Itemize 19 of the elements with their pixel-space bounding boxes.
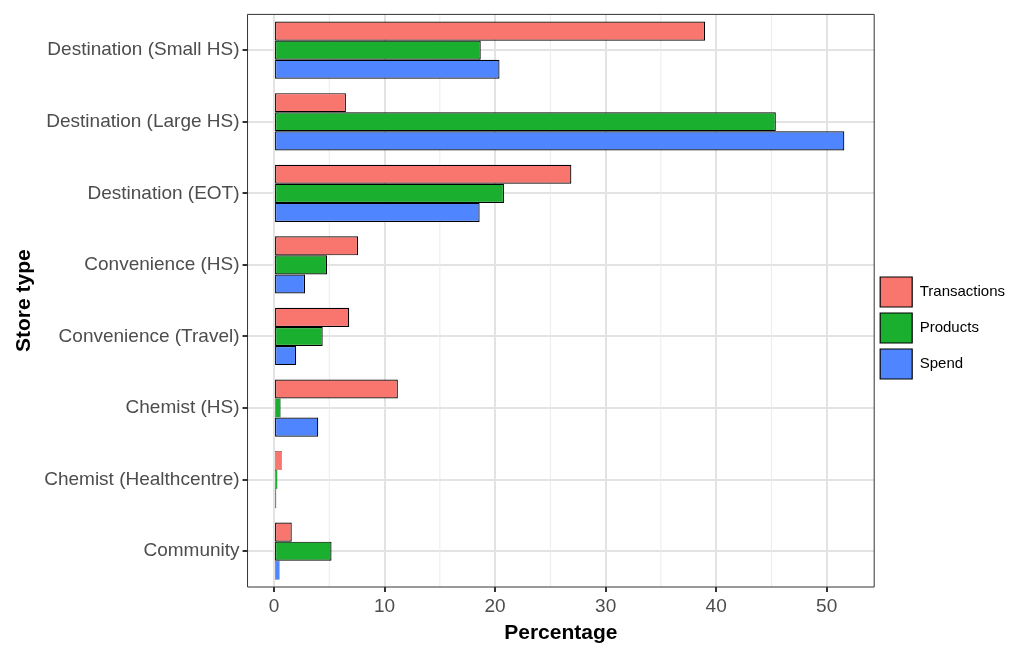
y-tick-label: Convenience (Travel) [58, 324, 240, 346]
x-tick-label: 50 [816, 594, 838, 616]
y-tick-label: Chemist (Healthcentre) [44, 467, 240, 489]
x-tick-label: 10 [374, 594, 396, 616]
legend-label: Spend [919, 354, 964, 372]
x-tick-label: 0 [268, 594, 280, 616]
y-tick-label: Community [143, 539, 241, 561]
y-tick-label: Chemist (HS) [125, 396, 240, 418]
x-axis-title: Percentage [504, 620, 618, 644]
y-tick-label: Destination (EOT) [87, 181, 240, 203]
x-tick-label: 40 [705, 594, 727, 616]
y-tick-label: Convenience (HS) [84, 253, 240, 275]
y-tick-label: Destination (Small HS) [47, 38, 240, 60]
y-axis-title: Store type [11, 249, 35, 353]
legend-label: Transactions [919, 282, 1005, 300]
x-tick-label: 30 [595, 594, 617, 616]
legend-label: Products [919, 318, 979, 336]
y-tick-label: Destination (Large HS) [46, 110, 240, 131]
x-tick-label: 20 [484, 594, 506, 616]
